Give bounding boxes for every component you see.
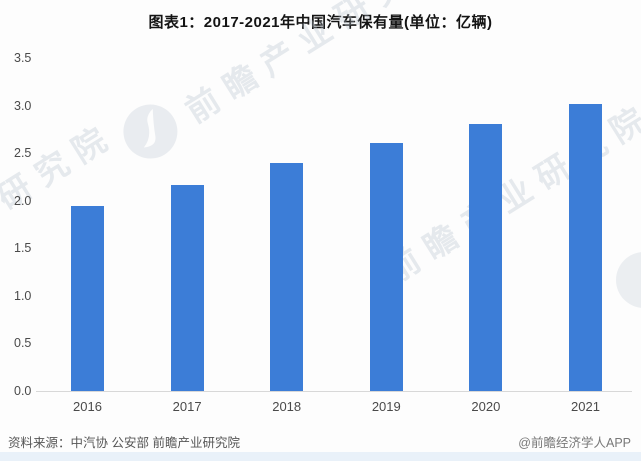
x-tick-label: 2016 xyxy=(73,399,102,414)
x-tick-label: 2018 xyxy=(272,399,302,414)
y-tick-label: 0.5 xyxy=(14,336,32,351)
y-tick-label: 3.0 xyxy=(14,98,32,113)
bar-2017 xyxy=(170,184,204,391)
x-tick-label: 2020 xyxy=(471,399,501,414)
credit-note: @前瞻经济学人APP xyxy=(518,436,631,450)
x-tick-label: 2017 xyxy=(172,399,202,414)
bar-2020 xyxy=(469,123,503,391)
bar-2018 xyxy=(270,162,304,391)
source-note: 资料来源：中汽协 公安部 前瞻产业研究院 xyxy=(8,436,240,450)
y-tick-label: 1.5 xyxy=(14,241,32,256)
y-tick-label: 2.0 xyxy=(14,193,32,208)
bar-2016 xyxy=(71,206,104,391)
chart-title: 图表1：2017-2021年中国汽车保有量(单位：亿辆) xyxy=(148,14,493,31)
bar-2021 xyxy=(569,103,602,391)
y-tick-label: 1.0 xyxy=(14,288,32,303)
y-tick-label: 2.5 xyxy=(14,146,32,161)
y-tick-label: 0.0 xyxy=(14,384,32,398)
bar-2019 xyxy=(369,142,403,391)
x-tick-label: 2019 xyxy=(371,399,401,414)
y-tick-label: 3.5 xyxy=(14,51,32,65)
bottom-strip xyxy=(0,452,641,461)
x-tick-label: 2021 xyxy=(571,399,600,414)
plot-area xyxy=(36,58,632,392)
